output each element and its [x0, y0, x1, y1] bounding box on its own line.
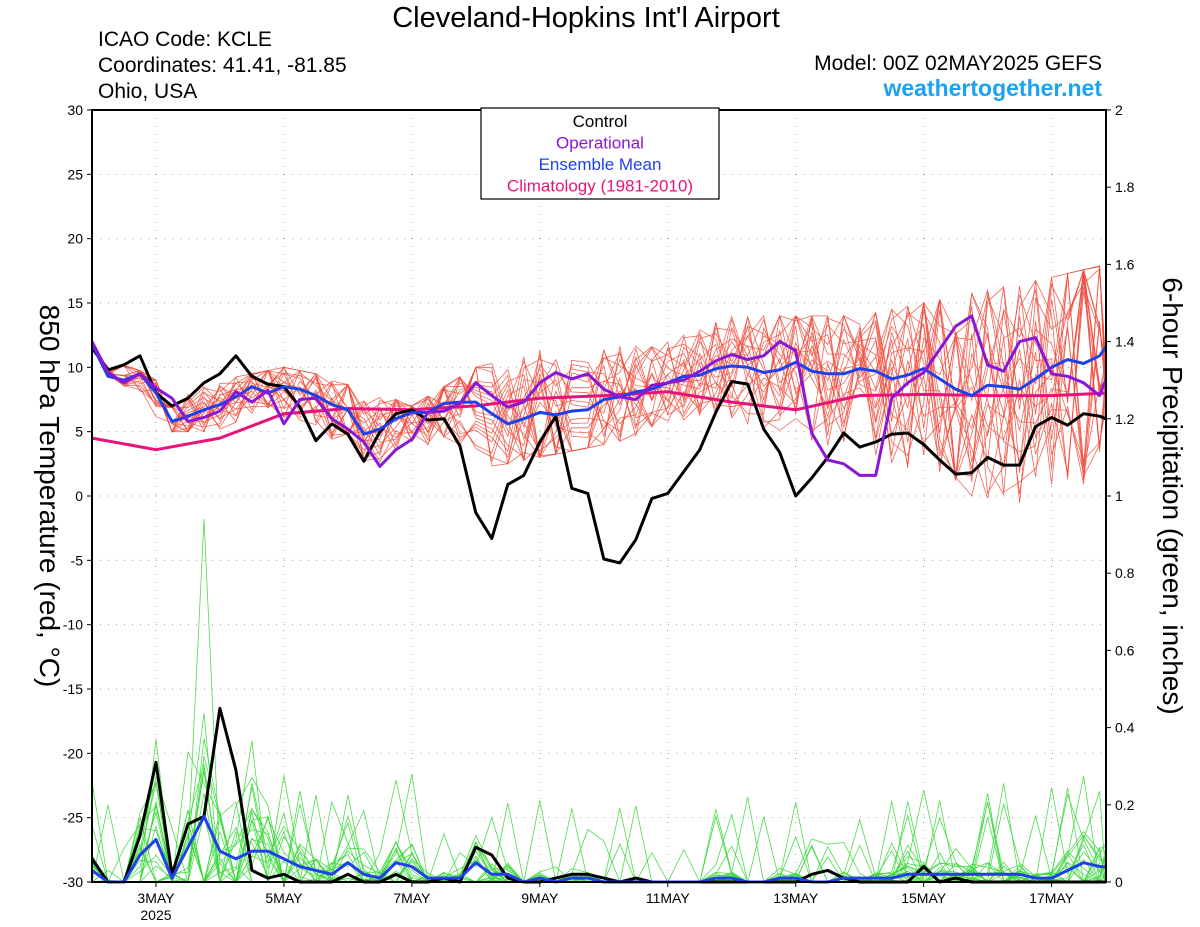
- climatology-1981-2010-temp-line: [91, 390, 1107, 452]
- site-link[interactable]: weathertogether.net: [883, 75, 1102, 101]
- legend-entry: Ensemble Mean: [539, 155, 662, 174]
- y2-tick-label: 0.6: [1115, 642, 1135, 658]
- x-tick-label: 7MAY: [393, 890, 431, 906]
- chart-title: Cleveland-Hopkins Int'l Airport: [392, 2, 780, 34]
- temp-member-line: [91, 265, 1107, 481]
- legend-entry: Operational: [556, 134, 644, 153]
- y2-tick-label: 0.4: [1115, 720, 1135, 736]
- y-tick-label: 5: [75, 424, 83, 440]
- y-tick-label: -5: [71, 552, 84, 568]
- x-tick-label: 17MAY: [1029, 890, 1075, 906]
- y2-tick-label: 0.2: [1115, 797, 1135, 813]
- operational-temp-line: [90, 314, 1108, 477]
- x-tick-label: 13MAY: [773, 890, 819, 906]
- y2-tick-label: 1.2: [1115, 411, 1135, 427]
- y2-axis-title: 6-hour Precipitation (green, inches): [1157, 277, 1188, 714]
- y-tick-label: 15: [67, 295, 83, 311]
- y2-tick-label: 1.8: [1115, 179, 1135, 195]
- x-tick-label: 9MAY: [521, 890, 559, 906]
- y-tick-label: -25: [63, 810, 83, 826]
- legend-entry: Climatology (1981-2010): [507, 177, 693, 196]
- temp-member-line: [91, 287, 1107, 481]
- ensemble-mean-temp-line: [90, 343, 1108, 436]
- x-tick-label: 5MAY: [265, 890, 303, 906]
- temp-member-line: [91, 279, 1107, 477]
- y-tick-label: 25: [67, 166, 83, 182]
- coordinates: Coordinates: 41.41, -81.85: [98, 54, 347, 77]
- temp-member-line: [91, 275, 1107, 481]
- y-tick-label: 0: [75, 488, 83, 504]
- location: Ohio, USA: [98, 80, 198, 103]
- y2-tick-label: 2: [1115, 102, 1123, 118]
- icao-code: ICAO Code: KCLE: [98, 28, 272, 51]
- y2-tick-label: 1: [1115, 488, 1123, 504]
- y2-tick-label: 1.6: [1115, 256, 1135, 272]
- y-tick-label: 20: [67, 231, 83, 247]
- y-tick-label: -10: [63, 617, 83, 633]
- y-tick-label: -20: [63, 745, 83, 761]
- x-tick-sublabel: 2025: [140, 907, 171, 923]
- y-tick-label: -30: [63, 874, 83, 890]
- y-tick-label: 10: [67, 359, 83, 375]
- y-axis-title: 850 hPa Temperature (red, °C): [34, 305, 65, 688]
- model-run: Model: 00Z 02MAY2025 GEFS: [814, 52, 1102, 75]
- y2-tick-label: 0: [1115, 874, 1123, 890]
- axes: 302520151050-5-10-15-20-25-3021.81.61.41…: [63, 102, 1135, 923]
- legend: Control Operational Ensemble Mean Climatolo…: [480, 107, 720, 200]
- x-tick-label: 3MAY: [137, 890, 175, 906]
- control-temp-line: [90, 347, 1107, 565]
- legend-box: [480, 107, 720, 200]
- y2-tick-label: 0.8: [1115, 565, 1135, 581]
- x-tick-label: 11MAY: [646, 890, 690, 906]
- legend-entry: Control: [573, 112, 628, 131]
- x-tick-label: 15MAY: [901, 890, 947, 906]
- y-tick-label: 30: [67, 102, 83, 118]
- temp-member-line: [91, 269, 1107, 479]
- grid: [92, 110, 1106, 882]
- control-precip-line: [90, 706, 1106, 884]
- y2-tick-label: 1.4: [1115, 334, 1135, 350]
- y-tick-label: -15: [63, 681, 83, 697]
